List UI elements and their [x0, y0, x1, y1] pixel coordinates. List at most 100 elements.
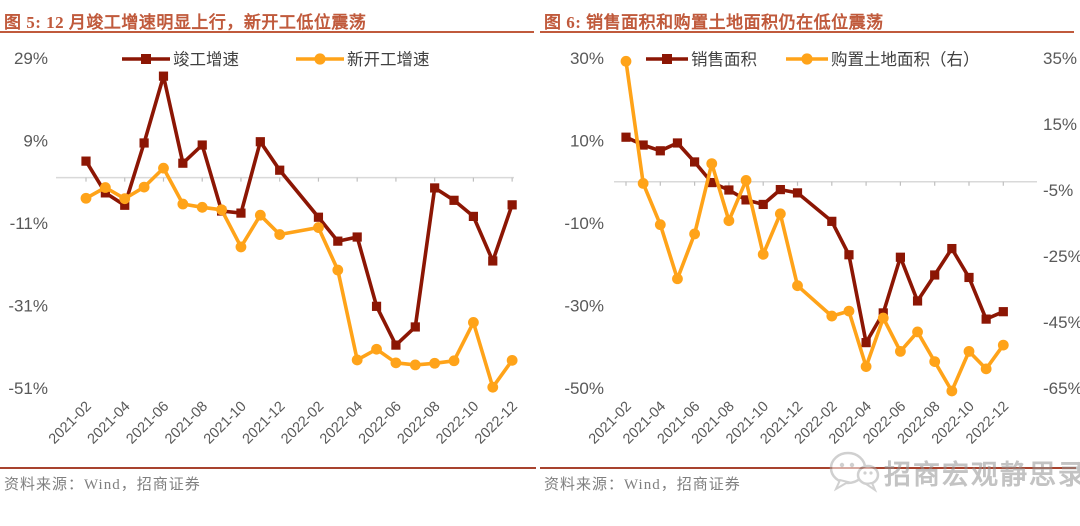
data-point	[254, 209, 266, 221]
data-point	[139, 138, 149, 148]
figure5-title: 图 5: 12 月竣工增速明显上行，新开工低位震荡	[4, 13, 367, 32]
data-point	[620, 55, 632, 67]
data-point	[621, 132, 631, 142]
figure5-line-chart: 29% 9% -11% -31% -51%2021-022021-042021-0620…	[8, 49, 521, 448]
data-point	[912, 326, 923, 338]
figure5-title-underline	[0, 31, 534, 33]
data-point	[912, 296, 923, 306]
data-point	[980, 363, 992, 375]
data-point	[409, 359, 421, 371]
svg-text:-25%: -25%	[1043, 247, 1080, 266]
data-point	[216, 204, 227, 216]
figure6-line-chart: 30% 10% -10% -30% -50% 35% 15% -5% -25% -45% -65% 2…	[564, 49, 1080, 448]
data-point	[741, 195, 751, 205]
data-point	[947, 243, 957, 254]
data-point	[448, 355, 460, 367]
data-point	[235, 241, 247, 253]
data-point	[119, 193, 131, 205]
data-point	[196, 201, 208, 213]
series-1-line	[85, 166, 514, 390]
data-point	[351, 354, 363, 366]
figure6-source: 资料来源：Wind，招商证券	[544, 477, 741, 493]
svg-text:-10%: -10%	[564, 214, 604, 233]
data-point	[775, 184, 785, 195]
series-0-line	[625, 135, 1005, 345]
figure6-panel: 图 6: 销售面积和购置土地面积仍在低位震荡 30% 10% -10% -30% -50…	[540, 0, 1080, 526]
data-point	[449, 195, 459, 205]
series-1-markers	[80, 162, 518, 393]
right-axis-labels: 35% 15% -5% -25% -45% -65%	[1043, 49, 1080, 398]
svg-text:9%: 9%	[23, 132, 48, 151]
data-point	[488, 256, 498, 266]
series-0-markers	[81, 71, 517, 350]
data-point	[774, 208, 786, 220]
data-point	[690, 157, 700, 167]
svg-text:-65%: -65%	[1043, 379, 1080, 398]
data-point	[507, 200, 517, 210]
figure6-bottom-rule	[540, 467, 1076, 469]
data-point	[120, 200, 130, 210]
zero-gridline	[614, 181, 1037, 186]
data-point	[177, 198, 189, 210]
legend-label: 新开工增速	[347, 50, 430, 69]
data-point	[672, 273, 683, 285]
wechat-bubbles-icon	[829, 451, 880, 493]
series-0-line	[84, 74, 514, 347]
svg-text:15%: 15%	[1043, 115, 1077, 134]
data-point	[930, 270, 940, 280]
data-point	[275, 165, 285, 175]
svg-text:30%: 30%	[570, 49, 604, 68]
data-point	[740, 175, 752, 186]
watermark: 招商宏观静思录	[828, 449, 1080, 495]
svg-text:-50%: -50%	[564, 379, 604, 398]
figure5-source: 资料来源：Wind，招商证券	[4, 477, 201, 493]
data-point	[371, 343, 382, 355]
data-point	[637, 178, 649, 189]
data-point	[333, 236, 343, 246]
svg-text:-11%: -11%	[10, 214, 48, 233]
data-point	[371, 301, 382, 311]
data-point	[99, 182, 111, 193]
data-point	[274, 229, 286, 240]
data-point	[706, 158, 718, 169]
data-point	[352, 232, 362, 242]
svg-text:35%: 35%	[1043, 49, 1077, 68]
svg-text:-31%: -31%	[8, 297, 48, 316]
legend-label: 销售面积	[691, 50, 757, 69]
svg-text:-5%: -5%	[1043, 181, 1073, 200]
svg-text:-45%: -45%	[1043, 313, 1080, 332]
data-point	[792, 188, 803, 198]
data-point	[929, 356, 941, 367]
figure6-title: 图 6: 销售面积和购置土地面积仍在低位震荡	[544, 13, 884, 32]
legend: 竣工增速 新开工增速	[122, 50, 430, 69]
data-point	[313, 222, 324, 233]
watermark-text: 招商宏观静思录	[884, 459, 1080, 490]
data-point	[410, 322, 420, 332]
series-1-line	[624, 61, 1005, 393]
data-point	[963, 345, 975, 357]
data-point	[792, 280, 803, 292]
data-point	[997, 339, 1009, 351]
data-point	[844, 250, 854, 260]
data-point	[391, 340, 401, 350]
data-point	[506, 354, 518, 366]
data-point	[946, 385, 958, 397]
data-point	[826, 310, 838, 322]
data-point	[757, 248, 769, 260]
data-point	[80, 192, 92, 204]
data-point	[998, 307, 1008, 317]
data-point	[430, 183, 440, 193]
data-point	[981, 314, 991, 324]
data-point	[689, 228, 700, 240]
legend-label: 竣工增速	[173, 50, 239, 69]
x-axis-labels: 2021-022021-042021-062021-082021-102021-…	[46, 399, 521, 448]
data-point	[861, 338, 871, 348]
data-point	[895, 252, 905, 262]
svg-text:29%: 29%	[14, 49, 48, 68]
figure6-title-underline	[540, 31, 1074, 33]
data-point	[843, 305, 855, 317]
x-axis-labels: 2021-022021-042021-062021-082021-102021-…	[586, 399, 1012, 448]
data-point	[332, 264, 344, 276]
data-point	[860, 361, 872, 372]
